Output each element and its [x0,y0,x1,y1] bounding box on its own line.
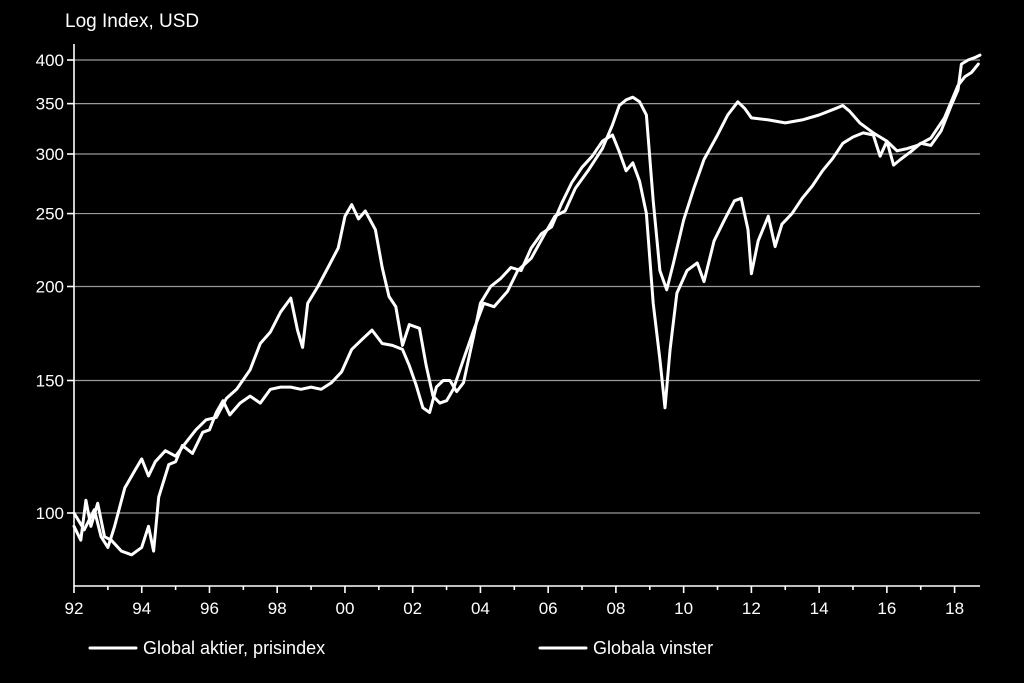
legend: Global aktier, prisindex Globala vinster [88,638,713,658]
x-tick-label: 96 [200,599,219,618]
x-tick-label: 14 [810,599,829,618]
x-tick-label: 10 [674,599,693,618]
series-lines [72,53,982,557]
x-tick-label: 02 [403,599,422,618]
legend-label: Global aktier, prisindex [143,638,325,658]
x-tick-label: 06 [539,599,558,618]
y-tick-label: 200 [36,278,64,297]
y-tick-label: 100 [36,504,64,523]
y-tick-label: 150 [36,372,64,391]
legend-label: Globala vinster [593,638,713,658]
x-tick-label: 92 [65,599,84,618]
x-tick-label: 16 [877,599,896,618]
x-tick-label: 98 [268,599,287,618]
series-line-1 [72,62,980,549]
y-tick-label: 250 [36,205,64,224]
x-tick-label: 08 [606,599,625,618]
y-tick-label: 300 [36,145,64,164]
x-tick-label: 18 [945,599,964,618]
y-axis-label: Log Index, USD [65,11,199,32]
x-tick-label: 12 [742,599,761,618]
x-tick-label: 04 [471,599,490,618]
axes [73,44,980,587]
series-line-2 [72,53,982,557]
x-tick-label: 00 [335,599,354,618]
y-tick-label: 350 [36,95,64,114]
x-tick-labels: 92 94 96 98 00 02 04 06 08 10 12 14 16 18 [65,586,964,618]
y-tick-label: 400 [36,51,64,70]
x-tick-label: 94 [132,599,151,618]
y-tick-labels: 100 150 200 250 300 350 400 [36,51,74,523]
gridlines [74,59,980,514]
